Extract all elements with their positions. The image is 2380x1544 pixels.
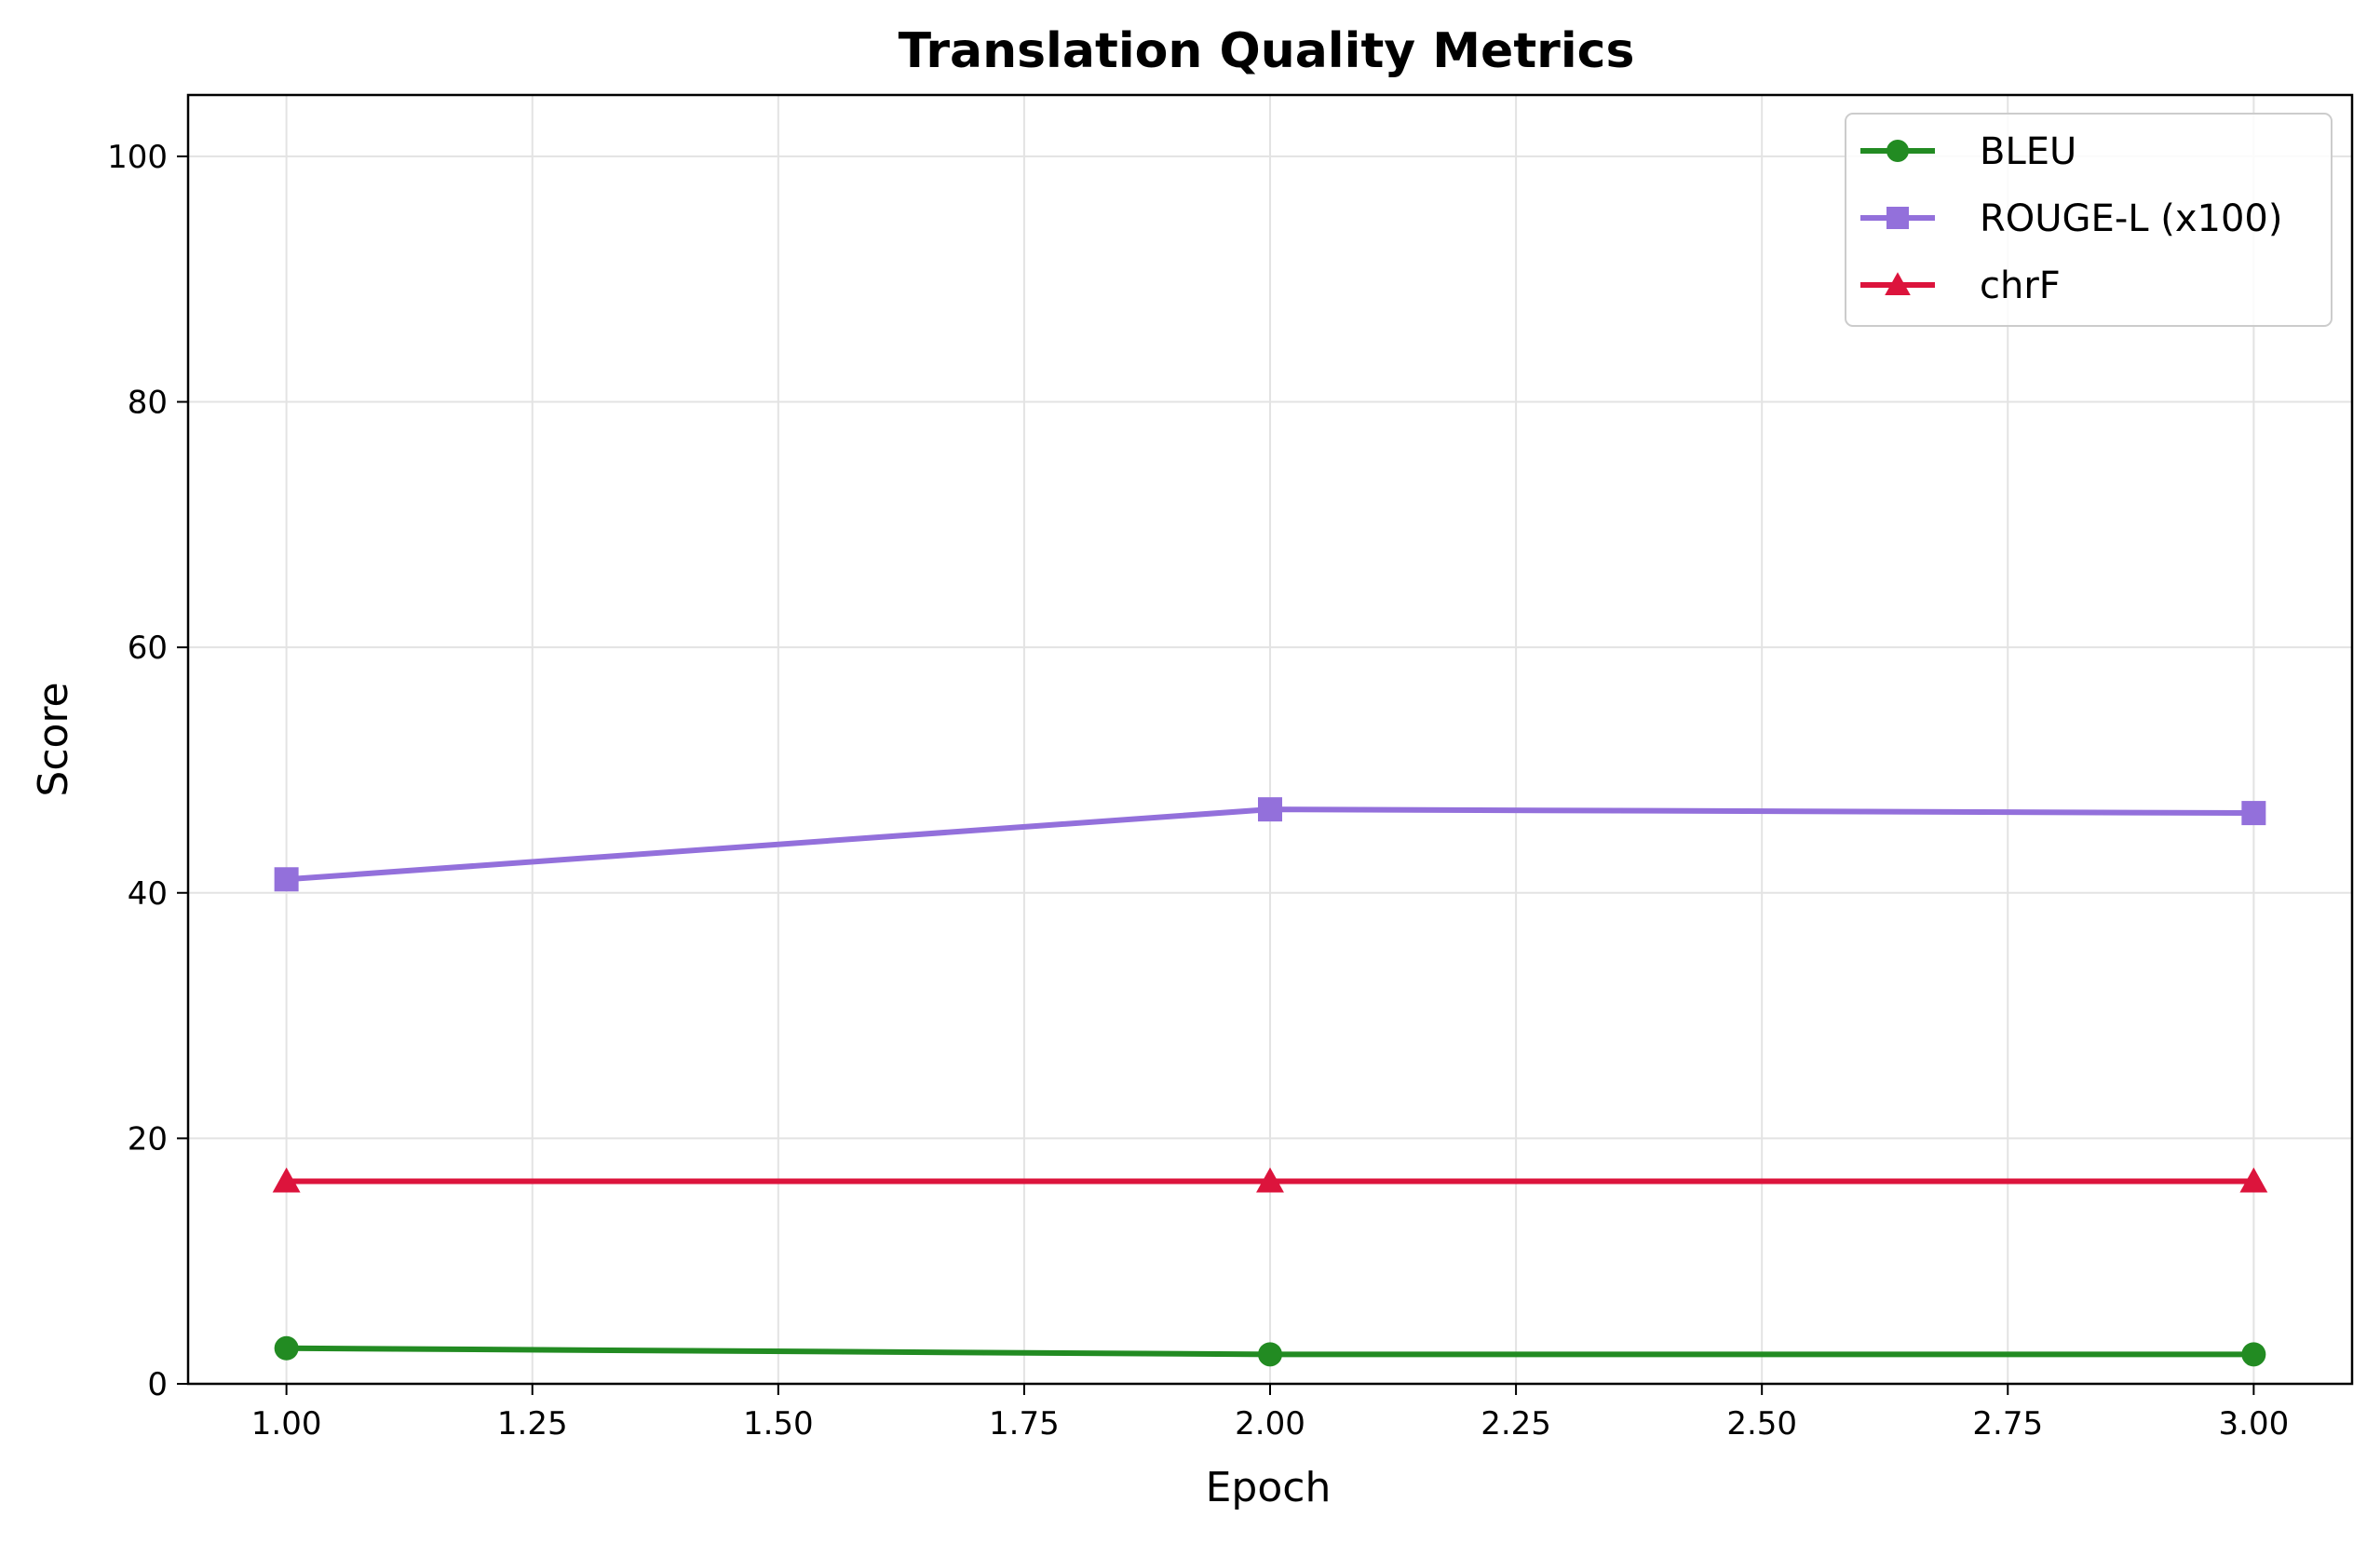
y-axis: 0 20 40 60 80 100	[107, 139, 188, 1403]
y-tick-label: 40	[128, 875, 168, 913]
legend-marker	[1885, 272, 1911, 296]
x-tick-label: 1.00	[251, 1405, 322, 1442]
data-point	[2241, 801, 2266, 826]
legend-label: ROUGE-L (x100)	[1980, 197, 2283, 240]
x-tick-label: 2.50	[1726, 1405, 1797, 1442]
data-point	[274, 1335, 299, 1361]
x-tick-label: 1.50	[743, 1405, 814, 1442]
legend-item: chrF	[1860, 264, 2061, 307]
x-axis: 1.00 1.25 1.50 1.75 2.00 2.25 2.50 2.75 3.00	[251, 1384, 2289, 1442]
y-tick-label: 0	[147, 1366, 168, 1403]
x-tick-label: 1.25	[497, 1405, 568, 1442]
y-tick-label: 80	[128, 385, 168, 422]
x-tick-label: 1.75	[989, 1405, 1060, 1442]
x-tick-label: 2.00	[1235, 1405, 1305, 1442]
chart-title: Translation Quality Metrics	[899, 23, 1635, 79]
data-point	[2239, 1167, 2268, 1193]
data-point	[1258, 1342, 1282, 1367]
legend-label: BLEU	[1980, 130, 2076, 173]
data-point	[1258, 797, 1282, 822]
series-layer	[272, 797, 2268, 1367]
x-tick-label: 2.25	[1481, 1405, 1551, 1442]
legend: BLEU ROUGE-L (x100) chrF	[1845, 113, 2333, 327]
legend-marker	[1886, 140, 1909, 162]
x-tick-label: 3.00	[2219, 1405, 2290, 1442]
x-axis-title: Epoch	[1206, 1464, 1332, 1511]
series-0	[274, 1335, 2266, 1367]
legend-marker	[1886, 207, 1909, 229]
y-tick-label: 100	[107, 139, 168, 176]
legend-item: ROUGE-L (x100)	[1860, 197, 2283, 240]
legend-box	[1845, 113, 2333, 327]
data-point	[272, 1167, 301, 1193]
y-tick-label: 20	[128, 1120, 168, 1158]
series-2	[272, 1167, 2268, 1193]
data-point	[2241, 1342, 2266, 1367]
legend-item: BLEU	[1860, 130, 2076, 173]
data-point	[274, 867, 299, 892]
data-point	[1256, 1167, 1284, 1193]
y-axis-title: Score	[30, 682, 77, 796]
series-1	[274, 797, 2266, 892]
x-tick-label: 2.75	[1972, 1405, 2043, 1442]
y-tick-label: 60	[128, 630, 168, 667]
legend-label: chrF	[1980, 264, 2061, 307]
